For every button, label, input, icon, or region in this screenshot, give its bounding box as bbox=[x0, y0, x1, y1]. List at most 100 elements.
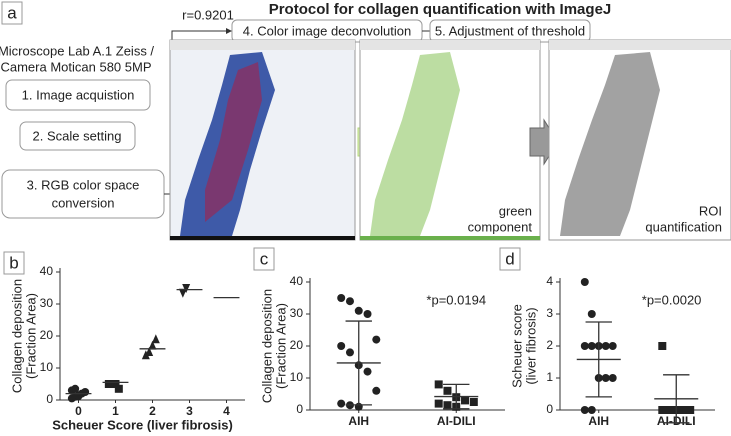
annotation: *p=0.0020 bbox=[642, 293, 702, 308]
x-tick-label: 0 bbox=[75, 404, 82, 418]
point bbox=[587, 342, 596, 350]
x-tick-label: 2 bbox=[149, 404, 156, 418]
point bbox=[337, 342, 346, 350]
image-label: ROI bbox=[699, 203, 722, 218]
x-tick-label: 4 bbox=[223, 404, 230, 418]
y-axis-label: Scheuer score bbox=[509, 304, 524, 388]
point bbox=[601, 374, 610, 382]
point bbox=[363, 367, 372, 376]
step-label: 1. Image acquistion bbox=[22, 87, 135, 102]
point bbox=[182, 284, 191, 293]
point bbox=[587, 406, 596, 414]
y-tick-label: 0 bbox=[296, 402, 303, 416]
step-label: 4. Color image deconvolution bbox=[243, 23, 411, 38]
point bbox=[580, 278, 589, 286]
point bbox=[81, 388, 90, 396]
step-box bbox=[19, 121, 136, 151]
y-tick-label: 0 bbox=[546, 402, 553, 416]
x-axis-label: Scheuer Score (liver fibrosis) bbox=[52, 417, 233, 432]
panel-label: d bbox=[505, 249, 514, 268]
point bbox=[658, 406, 667, 414]
step-label: 3. RGB color space bbox=[27, 177, 140, 192]
point bbox=[461, 396, 470, 405]
image-label: quantification bbox=[645, 219, 722, 234]
point bbox=[686, 406, 695, 414]
y-axis-label: (Fraction Area) bbox=[273, 303, 288, 389]
x-tick-label: 3 bbox=[186, 404, 193, 418]
point bbox=[601, 342, 610, 350]
y-tick-label: 40 bbox=[40, 264, 54, 278]
y-tick-label: 4 bbox=[546, 274, 553, 288]
y-tick-label: 10 bbox=[290, 370, 304, 384]
panel-label: c bbox=[260, 249, 269, 268]
panel-box bbox=[3, 251, 25, 275]
microscope-text: Camera Motican 580 5MP bbox=[0, 59, 151, 74]
point bbox=[434, 399, 443, 408]
point bbox=[608, 342, 617, 350]
point bbox=[345, 348, 354, 357]
point bbox=[178, 288, 187, 298]
point bbox=[658, 342, 667, 350]
point bbox=[679, 406, 688, 414]
point bbox=[580, 406, 589, 414]
point bbox=[151, 334, 160, 344]
y-tick-label: 30 bbox=[290, 306, 304, 320]
y-tick-label: 1 bbox=[546, 370, 553, 384]
point bbox=[608, 374, 617, 382]
point bbox=[145, 347, 154, 356]
point bbox=[354, 306, 363, 315]
y-tick-label: 20 bbox=[290, 338, 304, 352]
y-tick-label: 30 bbox=[40, 296, 54, 310]
image-green bbox=[359, 39, 541, 241]
panel-box bbox=[1, 1, 23, 25]
point bbox=[114, 384, 123, 393]
x-tick-label: 1 bbox=[112, 404, 119, 418]
annotation: r=0.9201 bbox=[182, 7, 234, 22]
y-tick-label: 40 bbox=[290, 274, 304, 288]
point bbox=[587, 310, 596, 318]
y-axis-label: (liver fibrosis) bbox=[523, 307, 538, 384]
annotation: *p=0.0194 bbox=[426, 293, 486, 308]
panel-label: b bbox=[9, 253, 18, 272]
panel-box bbox=[499, 247, 521, 271]
point bbox=[580, 342, 589, 350]
point bbox=[372, 335, 381, 344]
y-tick-label: 3 bbox=[546, 306, 553, 320]
image-threshold bbox=[548, 39, 731, 241]
y-axis-label: Collagen deposition bbox=[9, 279, 24, 393]
x-tick-label: AI-DILI bbox=[437, 414, 476, 428]
point bbox=[148, 340, 157, 350]
x-tick-label: AIH bbox=[588, 414, 609, 428]
point bbox=[434, 380, 443, 389]
point bbox=[71, 384, 80, 393]
point bbox=[469, 398, 478, 406]
image-label: green bbox=[499, 203, 532, 218]
point bbox=[443, 401, 452, 410]
panel-label: a bbox=[7, 3, 17, 22]
microscope-text: Microscope Lab A.1 Zeiss / bbox=[0, 43, 154, 58]
y-tick-label: 2 bbox=[546, 338, 553, 352]
y-tick-label: 20 bbox=[40, 328, 54, 342]
panel-box bbox=[253, 247, 275, 271]
point bbox=[111, 380, 120, 388]
image-original bbox=[169, 39, 356, 241]
point bbox=[337, 294, 346, 302]
figure-title: Protocol for collagen quantification wit… bbox=[269, 1, 612, 18]
point bbox=[665, 406, 674, 414]
step-label: 2. Scale setting bbox=[33, 128, 122, 143]
point bbox=[337, 399, 346, 408]
y-tick-label: 10 bbox=[40, 360, 54, 374]
point bbox=[443, 386, 452, 395]
point bbox=[363, 310, 372, 318]
arrow-head bbox=[226, 28, 232, 34]
step-label: conversion bbox=[52, 195, 115, 210]
y-tick-label: 0 bbox=[46, 392, 53, 406]
point bbox=[372, 386, 381, 395]
step-box bbox=[5, 79, 151, 111]
y-axis-label: Collagen deposition bbox=[259, 289, 274, 403]
x-tick-label: AIH bbox=[348, 414, 369, 428]
image-label: component bbox=[468, 219, 533, 234]
point bbox=[345, 297, 354, 306]
step-label: 5. Adjustment of threshold bbox=[435, 23, 585, 38]
